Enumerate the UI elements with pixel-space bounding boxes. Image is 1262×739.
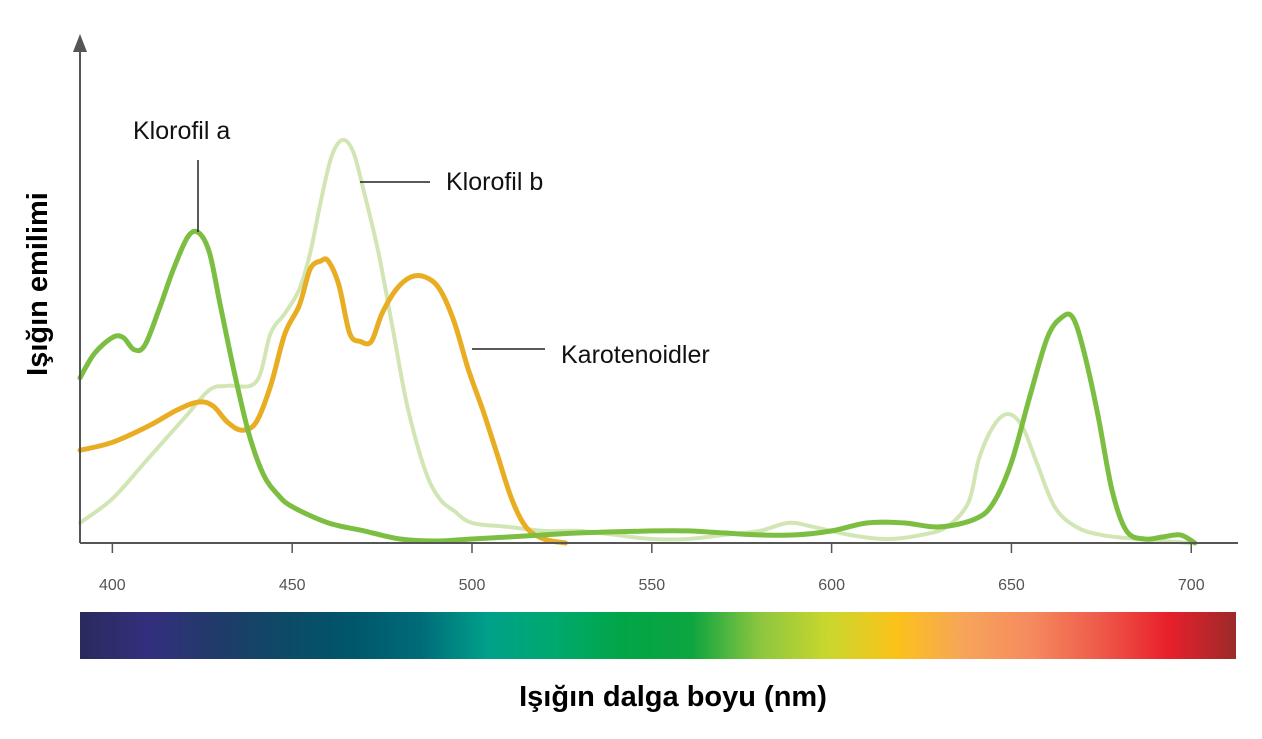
y-axis-title: Işığın emilimi xyxy=(22,192,54,376)
y-axis-arrow xyxy=(73,34,87,52)
x-tick-label: 600 xyxy=(818,577,845,594)
x-ticks: 400 450 500 550 600 650 700 xyxy=(99,543,1205,594)
series-line-klorofil-a xyxy=(77,228,1198,546)
axes: 400 450 500 550 600 650 700 xyxy=(73,34,1238,594)
x-tick-label: 700 xyxy=(1178,577,1205,594)
annotation-label-klorofil-b: Klorofil b xyxy=(446,168,543,196)
x-tick-label: 550 xyxy=(638,577,665,594)
annotation-label-karotenoidler: Karotenoidler xyxy=(561,341,710,369)
series-line-klorofil-b xyxy=(78,137,1194,545)
x-tick-label: 650 xyxy=(998,577,1025,594)
annotation-layer: Klorofil a Klorofil b Karotenoidler xyxy=(133,117,710,369)
series-line-karotenoidler xyxy=(77,256,568,546)
x-axis-title: Işığın dalga boyu (nm) xyxy=(519,681,827,713)
annotation-label-klorofil-a: Klorofil a xyxy=(133,117,230,145)
series-layer xyxy=(77,137,1198,546)
x-tick-label: 450 xyxy=(279,577,306,594)
visible-spectrum-bar xyxy=(80,612,1236,659)
x-tick-label: 400 xyxy=(99,577,126,594)
x-tick-label: 500 xyxy=(459,577,486,594)
